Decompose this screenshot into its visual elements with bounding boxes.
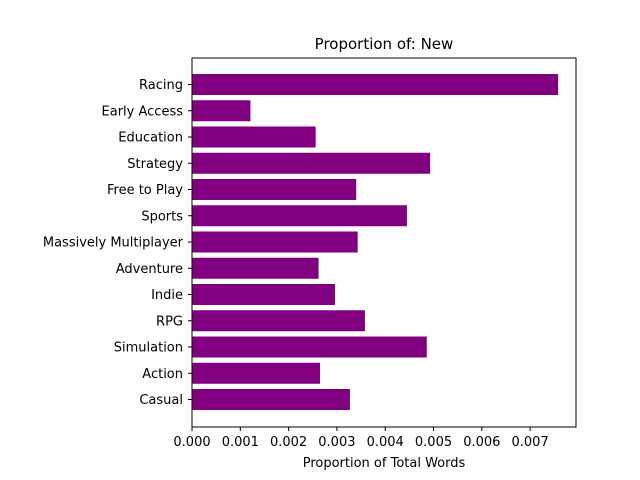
bar [192,362,320,384]
x-axis-label: Proportion of Total Words [303,456,466,471]
y-tick-label: Early Access [102,104,184,119]
chart-title: Proportion of: New [315,35,454,53]
bars-group [192,74,559,410]
bar [192,257,319,279]
y-tick-label: Casual [139,393,183,408]
y-tick-label: Action [142,367,183,382]
plot-frame [191,57,577,428]
x-tick-label: 0.004 [367,435,404,450]
y-tick-label: Sports [141,209,183,224]
y-tick-label: Simulation [114,341,183,356]
y-tick-label: Massively Multiplayer [43,236,184,251]
bar [192,205,407,227]
bar [192,152,431,174]
x-tick-label: 0.003 [318,435,355,450]
x-tick-label: 0.001 [222,435,259,450]
bar [192,389,350,410]
y-tick-label: RPG [156,314,183,329]
x-axis: 0.000 0.001 0.002 0.003 0.004 0.005 0.006 0.007 [173,427,549,450]
x-tick-label: 0.006 [463,435,500,450]
bar [192,74,559,95]
x-tick-label: 0.000 [173,435,210,450]
y-tick-label: Indie [151,288,183,303]
bar [192,179,357,200]
bar [192,231,358,253]
x-tick-label: 0.007 [512,435,549,450]
y-tick-label: Free to Play [107,183,183,198]
bar [192,310,365,332]
y-axis: Racing Early Access Education Strategy Free … [43,78,192,408]
bar [192,284,335,305]
y-tick-label: Adventure [116,262,183,277]
x-tick-label: 0.005 [415,435,452,450]
bar [192,126,316,148]
y-tick-label: Racing [139,78,183,93]
x-tick-label: 0.002 [270,435,307,450]
y-tick-label: Education [118,131,183,146]
bar [192,100,251,122]
bar [192,336,427,358]
y-tick-label: Strategy [127,157,183,172]
